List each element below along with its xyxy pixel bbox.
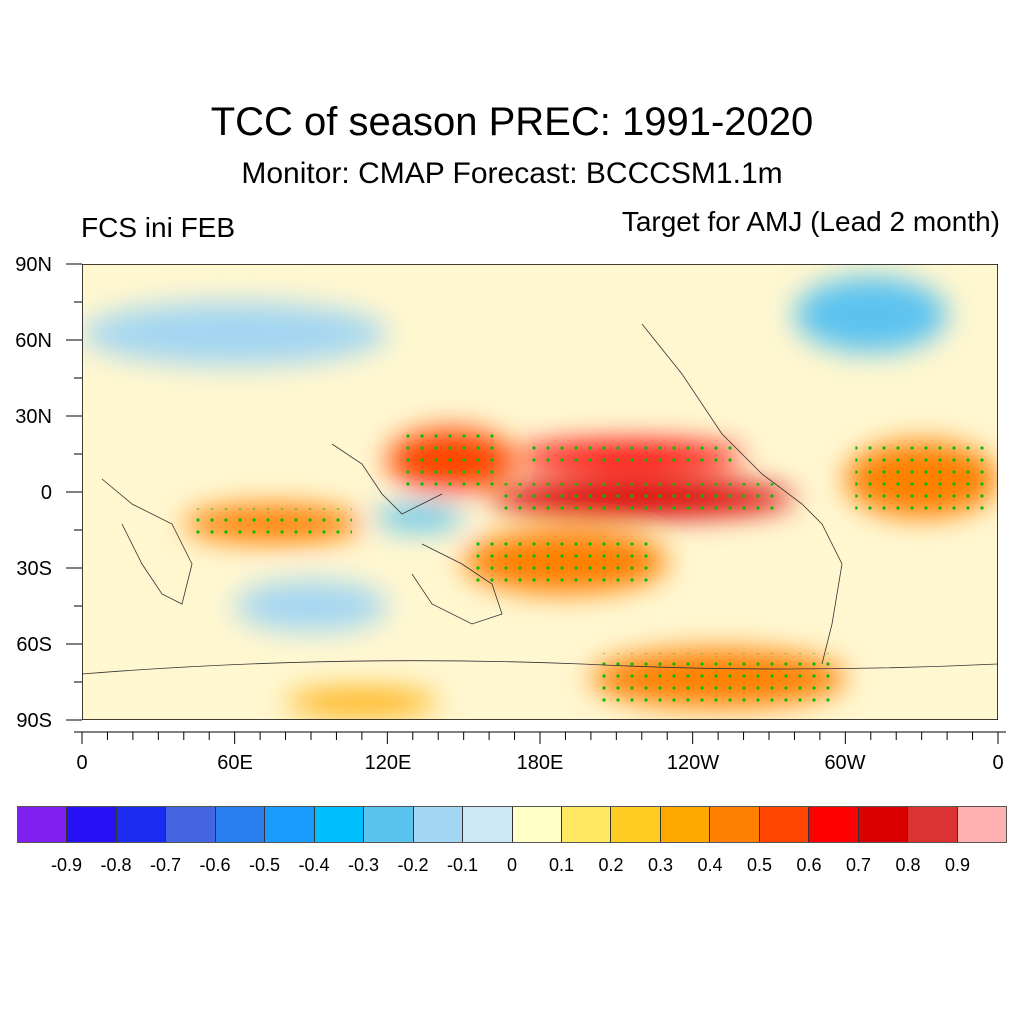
- colorbar-label: 0.1: [548, 855, 575, 875]
- colorbar-label: 0.8: [895, 855, 921, 875]
- colorbar-label: -0.4: [298, 855, 330, 875]
- significance-stipple: [193, 508, 352, 539]
- colorbar-swatch: [710, 807, 760, 842]
- x-tick-label: 0: [992, 752, 1004, 774]
- significance-stipple: [600, 653, 836, 704]
- colorbar-swatch: [512, 807, 562, 842]
- colorbar-label: 0.7: [845, 855, 872, 875]
- colorbar-swatch: [166, 807, 216, 842]
- region-greenland-arctic: [794, 276, 948, 353]
- chart-title: TCC of season PREC: 1991-2020: [210, 100, 814, 144]
- region-maritime-continent-south: [374, 504, 464, 530]
- region-eurasia-north: [82, 302, 388, 366]
- colorbar-swatch: [858, 807, 909, 842]
- significance-stipple: [855, 445, 988, 514]
- x-tick-label: 120E: [364, 752, 412, 774]
- colorbar-swatch: [660, 807, 711, 842]
- colorbar-label: -0.5: [248, 855, 281, 875]
- colorbar-swatch: [364, 807, 414, 842]
- colorbar-swatch: [67, 807, 117, 842]
- colorbar-label: 0.3: [647, 855, 674, 875]
- colorbar-label: -0.3: [347, 855, 380, 875]
- x-tick-label: 60E: [217, 752, 253, 774]
- colorbar-label: -0.7: [149, 855, 182, 875]
- colorbar-label: 0: [506, 855, 517, 875]
- y-tick-label: 30S: [16, 558, 52, 580]
- significance-stipple: [524, 445, 734, 468]
- colorbar-label: 0.9: [944, 855, 971, 875]
- colorbar-label: -0.6: [199, 855, 231, 875]
- colorbar-swatch: [561, 807, 612, 842]
- colorbar-swatch: [18, 807, 68, 842]
- colorbar-swatch: [215, 807, 266, 842]
- axis-ticks: [66, 263, 1006, 744]
- colorbar-swatch: [809, 807, 859, 842]
- region-southern-indian-ocean: [234, 580, 388, 632]
- map-plot: [82, 264, 998, 720]
- colorbar-swatch: [957, 807, 1007, 842]
- colorbar-label: 0.5: [746, 855, 773, 875]
- y-tick-label: 30N: [15, 406, 52, 428]
- significance-stipple: [499, 483, 785, 514]
- colorbar-swatch: [116, 807, 167, 842]
- colorbar: [17, 806, 1007, 843]
- significance-stipple: [473, 534, 658, 590]
- colorbar-swatch: [463, 807, 513, 842]
- y-tick-label: 90N: [15, 254, 52, 276]
- right-label: Target for AMJ (Lead 2 month): [621, 206, 1000, 237]
- colorbar-label: -0.2: [397, 855, 429, 875]
- colorbar-swatch: [908, 807, 958, 842]
- x-tick-label: 180E: [516, 752, 564, 774]
- y-tick-label: 90S: [16, 710, 52, 732]
- left-label: FCS ini FEB: [81, 212, 236, 243]
- x-tick-label: 120W: [666, 752, 720, 774]
- colorbar-swatch: [611, 807, 661, 842]
- region-antarctic-east: [285, 689, 439, 715]
- colorbar-label: -0.1: [446, 855, 479, 875]
- x-tick-label: 60W: [824, 752, 866, 774]
- y-tick-label: 60S: [16, 634, 52, 656]
- significance-stipple: [397, 432, 505, 488]
- colorbar-label: 0.4: [697, 855, 723, 875]
- colorbar-label: -0.9: [50, 855, 83, 875]
- chart-subtitle: Monitor: CMAP Forecast: BCCCSM1.1m: [241, 157, 783, 190]
- colorbar-swatch: [413, 807, 464, 842]
- coastlines: [82, 323, 998, 675]
- colorbar-label: -0.8: [100, 855, 132, 875]
- colorbar-swatch: [265, 807, 315, 842]
- colorbar-label: 0.2: [598, 855, 624, 875]
- y-tick-label: 60N: [15, 330, 52, 352]
- colorbar-swatch: [314, 807, 365, 842]
- y-tick-label: 0: [40, 482, 52, 504]
- colorbar-swatch: [759, 807, 810, 842]
- colorbar-label: 0.6: [796, 855, 822, 875]
- x-tick-label: 0: [76, 752, 88, 774]
